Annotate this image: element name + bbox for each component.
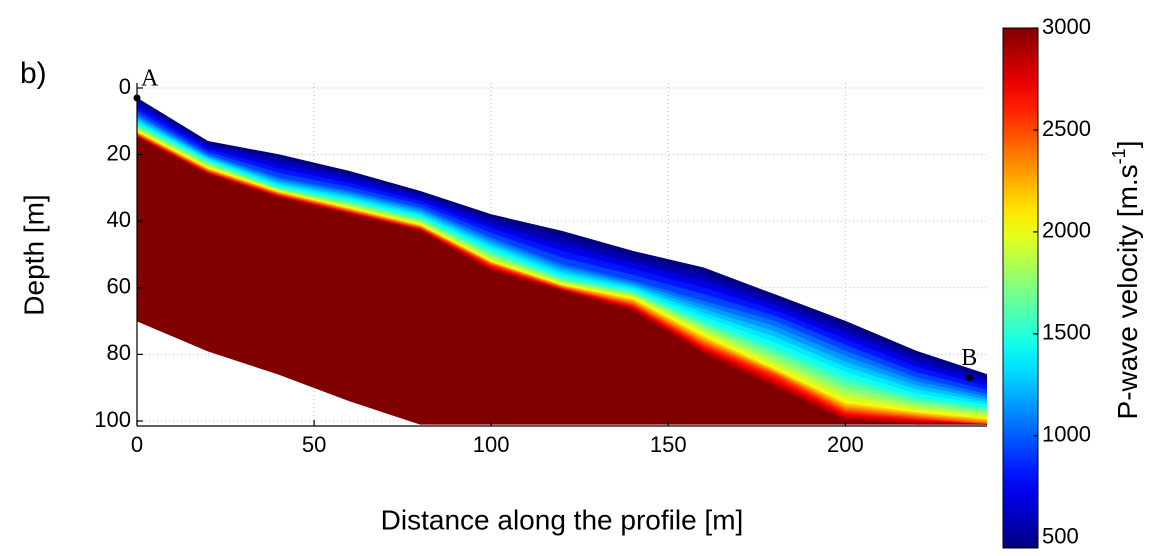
colorbar-tick-label: 1500	[1042, 320, 1091, 345]
y-tick-label: 60	[107, 274, 131, 299]
colorbar-tick-label: 1000	[1042, 422, 1091, 447]
panel-label: b)	[20, 57, 47, 90]
colorbar-label: P-wave velocity [m.s-1]	[1109, 141, 1144, 420]
point-marker	[133, 94, 141, 102]
colorbar-tick-label: 500	[1042, 524, 1079, 549]
colorbar	[1002, 27, 1039, 549]
colorbar-tick-label: 2000	[1042, 218, 1091, 243]
point-label: A	[141, 65, 159, 91]
velocity-band	[137, 137, 987, 425]
x-tick-label: 50	[302, 432, 326, 457]
x-axis-label: Distance along the profile [m]	[381, 504, 744, 535]
y-tick-label: 20	[107, 140, 131, 165]
x-tick-label: 150	[650, 432, 687, 457]
x-tick-label: 0	[131, 432, 143, 457]
point-marker	[965, 374, 973, 382]
y-tick-label: 0	[119, 74, 131, 99]
y-tick-label: 80	[107, 340, 131, 365]
colorbar-tick-label: 3000	[1042, 14, 1091, 39]
y-axis-label: Depth [m]	[18, 194, 49, 315]
colorbar-label-text: P-wave velocity [m.s	[1112, 164, 1143, 419]
colorbar-tick-label: 2500	[1042, 116, 1091, 141]
colorbar-label-superscript: -1	[1109, 148, 1129, 164]
y-tick-label: 100	[94, 407, 131, 432]
colorbar-label-suffix: ]	[1112, 141, 1143, 149]
x-tick-label: 100	[473, 432, 510, 457]
x-tick-label: 200	[827, 432, 864, 457]
point-label: B	[961, 345, 977, 371]
y-tick-label: 40	[107, 207, 131, 232]
